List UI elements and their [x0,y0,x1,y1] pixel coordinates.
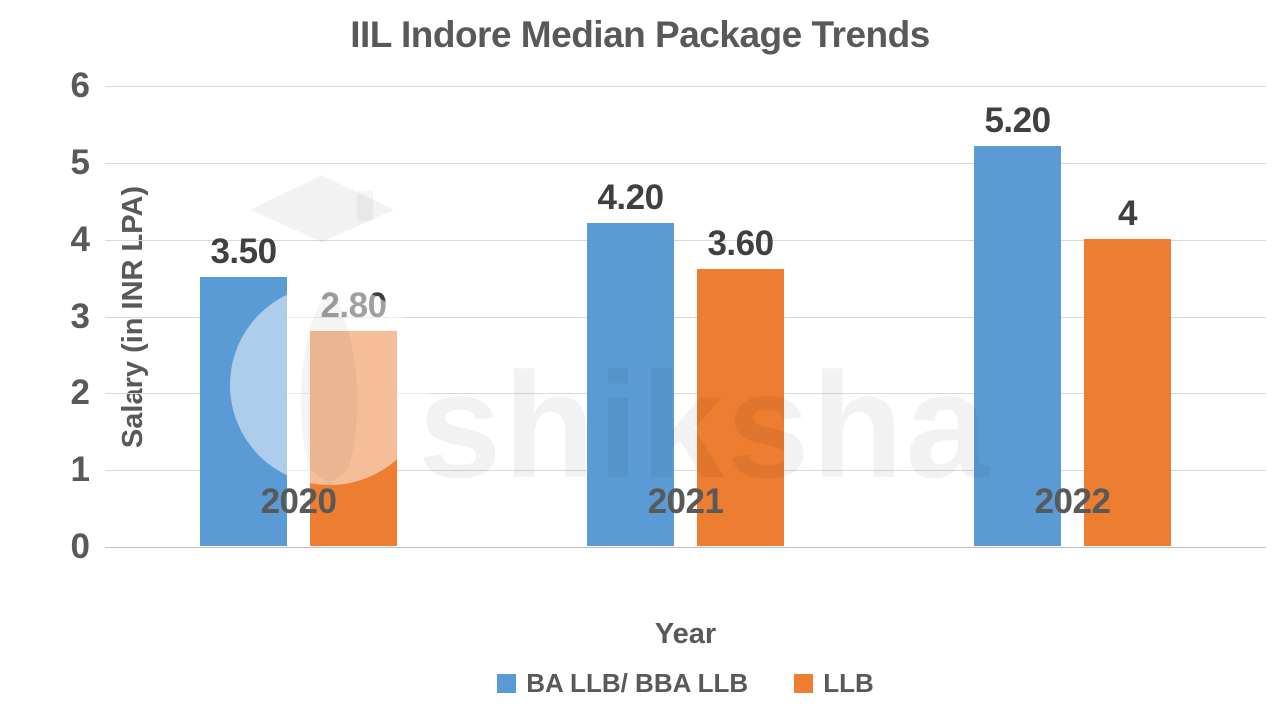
y-tick-label-3: 3 [70,296,90,336]
bar-2022-series-2 [1084,238,1171,546]
legend-item-1: BA LLB/ BBA LLB [497,668,748,699]
legend-swatch-icon [794,674,814,693]
data-label-2022-series-1: 5.20 [984,101,1051,141]
gridline-y-2 [105,393,1266,395]
data-label-2020-series-1: 3.50 [210,232,277,272]
x-tick-label-2022: 2022 [1034,482,1111,521]
bar-2022-series-1 [974,146,1061,546]
gridline-y-6 [105,86,1266,87]
y-tick-label-1: 1 [70,450,90,490]
bar-2021-series-1 [587,223,674,546]
legend-label: LLB [823,668,874,698]
bar-2021-series-2 [697,269,784,546]
data-label-2022-series-2: 4 [1118,193,1137,233]
data-label-2021-series-1: 4.20 [597,178,664,218]
chart-title: IIL Indore Median Package Trends [350,14,930,55]
gridline-y-1 [105,470,1266,472]
data-label-2020-series-2: 2.80 [320,285,387,325]
legend-swatch-icon [497,674,517,693]
y-tick-label-6: 6 [70,66,90,105]
gridline-y-5 [105,162,1266,164]
y-tick-label-2: 2 [70,373,90,413]
y-tick-label-4: 4 [70,219,90,259]
chart-legend: BA LLB/ BBA LLB LLB [105,668,1266,699]
x-tick-label-2021: 2021 [647,482,724,521]
y-tick-label-0: 0 [70,527,90,566]
x-tick-label-2020: 2020 [260,482,337,521]
legend-item-2: LLB [794,668,874,699]
gridline-y-3 [105,316,1266,318]
legend-label: BA LLB/ BBA LLB [526,668,749,698]
x-axis-title: Year [654,618,717,650]
y-tick-label-5: 5 [70,142,90,182]
gridline-y-4 [105,239,1266,241]
data-label-2021-series-2: 3.60 [707,224,774,264]
gridline-y-0 [105,547,1266,548]
